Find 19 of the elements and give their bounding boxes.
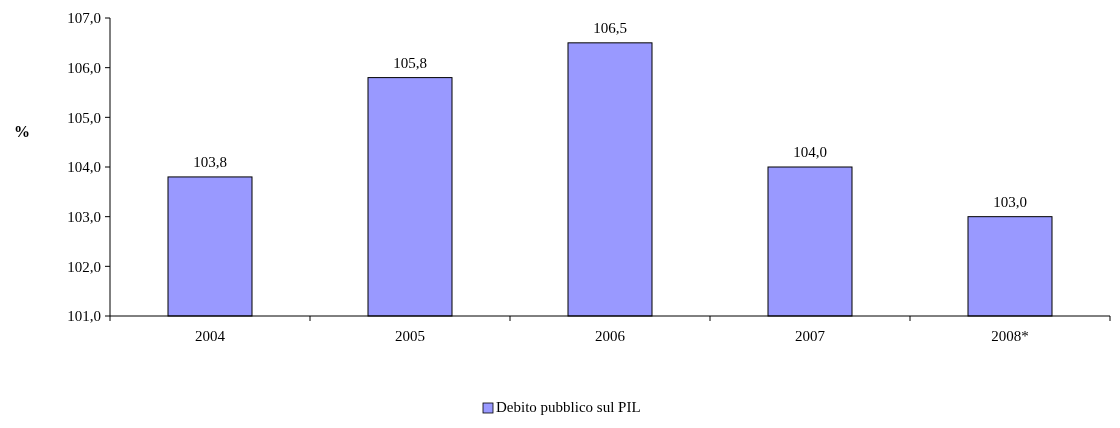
x-tick-label: 2005	[395, 328, 425, 344]
y-tick-label: 105,0	[67, 109, 101, 126]
y-tick-label: 107,0	[67, 10, 101, 27]
y-tick-label: 104,0	[67, 159, 101, 176]
data-label: 103,0	[993, 193, 1027, 210]
y-tick-label: 106,0	[67, 59, 101, 76]
y-tick-label: 102,0	[67, 258, 101, 275]
x-tick-label: 2004	[195, 328, 226, 344]
data-label: 103,8	[193, 153, 227, 170]
data-label: 106,5	[593, 19, 627, 36]
x-tick-label: 2007	[795, 328, 826, 344]
data-label: 105,8	[393, 54, 427, 71]
y-tick-label: 103,0	[67, 208, 101, 225]
x-tick-label: 2006	[595, 328, 626, 344]
y-tick-label: 101,0	[67, 308, 101, 325]
legend-label: Debito pubblico sul PIL	[496, 399, 641, 415]
y-axis-title: %	[14, 123, 30, 140]
x-tick-label: 2008*	[991, 328, 1029, 344]
data-label: 104,0	[793, 144, 827, 160]
